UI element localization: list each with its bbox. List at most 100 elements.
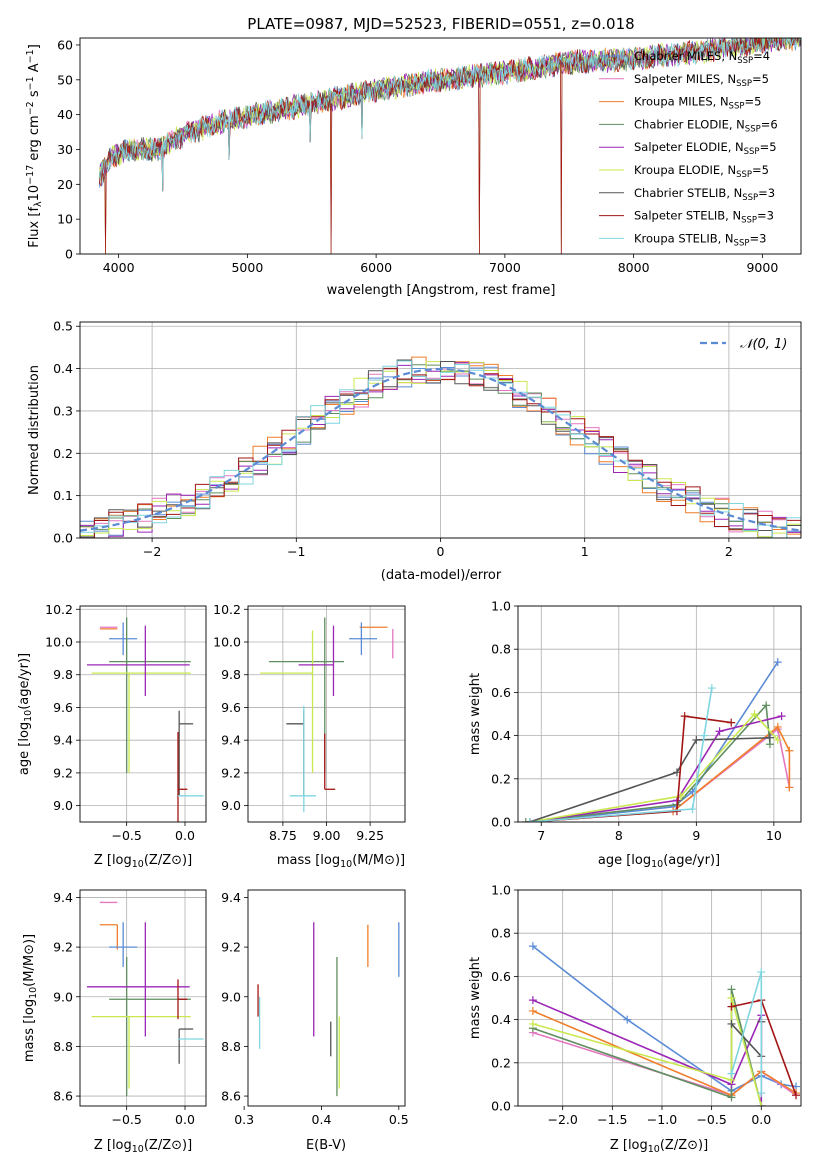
weight-vs-age-panel-marker-chabrier_elodie [521,818,530,822]
residuals-panel-xtick-label: 0 [437,544,445,559]
histogram-kroupa_stelib [80,360,801,538]
weight-vs-age-panel-marker-kroupa_miles [785,746,794,755]
mass-vs-Z-panel-frame [79,889,207,1107]
weight-vs-Z-panel-xtick-label: −0.5 [696,1112,726,1127]
legend-label-kroupa_elodie: Kroupa ELODIE, NSSP=5 [634,163,769,180]
legend-label-chabrier_miles: Chabrier MILES, NSSP=4 [634,49,770,66]
weight-vs-Z-panel-xtick-label: −1.5 [597,1112,627,1127]
weight-vs-age-panel-xtick-label: 8 [615,828,623,843]
age-vs-Z-panel-xtick-label: −0.5 [111,828,141,843]
age-vs-mass-panel-xtick-label: 9.25 [356,828,384,843]
weight-vs-Z-panel-marker-chabrier_stelib [727,1019,736,1028]
weight-vs-age-panel-marker-chabrier_elodie [762,701,771,710]
residuals-panel-ytick-label: 0.2 [53,446,73,461]
age-vs-mass-panel-ytick-label: 9.8 [221,667,241,682]
mass-vs-ebv-panel-ytick-label: 8.8 [221,1039,241,1054]
weight-vs-age-panel-marker-chabrier_miles [773,658,782,667]
weight-vs-Z-panel-ytick-label: 0.4 [491,1012,511,1027]
mass-vs-Z-panel-ytick-label: 8.8 [53,1039,73,1054]
weight-vs-Z-panel-grid [518,889,801,1107]
age-vs-mass-panel-ytick-label: 9.4 [221,733,241,748]
weight-vs-age-panel-marker-kroupa_elodie [773,735,782,744]
weight-vs-Z-panel-marker-kroupa_miles [528,1006,537,1015]
spectrum-ylabel: Flux [fλ10−17 erg cm−2 s−1 A−1] [25,44,44,248]
residuals-panel-ytick-label: 0.0 [53,531,73,546]
weight-vs-Z-panel-line-kroupa_miles [532,1010,797,1097]
weight-vs-Z-panel-plot [528,942,801,1106]
residuals-panel-plot [80,356,801,538]
weight-vs-age-panel-marker-kroupa_elodie [750,710,759,718]
age-vs-Z-xlabel: Z [log10(Z/Z⊙)] [94,853,192,870]
weight-vs-age-panel-xtick-label: 10 [766,828,782,843]
spectrum-title: PLATE=0987, MJD=52523, FIBERID=0551, z=0… [247,15,634,33]
weight-vs-age-panel-line-chabrier_elodie [525,703,771,822]
spectrum-panel-xtick-label: 6000 [360,260,392,275]
weight-vs-Z-panel-marker-chabrier_elodie [727,1093,736,1102]
age-vs-mass-panel-ytick-label: 9.0 [221,798,241,813]
weight-vs-Z-panel-marker-kroupa_elodie [528,1019,537,1028]
spectrum-xlabel: wavelength [Angstrom, rest frame] [327,283,556,298]
weight-vs-age-panel-line-chabrier_stelib [529,737,771,822]
weight-vs-Z-panel-ytick-label: 0.6 [491,969,511,984]
spectrum-panel-ytick-label: 40 [57,107,73,122]
histogram-salpeter_stelib [80,363,801,538]
age-vs-mass-xlabel: mass [log10(M/M⊙)] [277,853,405,870]
weight-vs-Z-panel-ytick-label: 0.2 [491,1055,511,1070]
mass-vs-Z-panel-xtick-label: 0.0 [175,1112,195,1127]
age-vs-mass-panel-ytick-label: 10.0 [213,635,241,650]
weight-vs-Z-panel-xtick-label: −1.0 [647,1112,677,1127]
weight-vs-age-panel-marker-salpeter_stelib [680,712,689,721]
mass-vs-ebv-xlabel: E(B-V) [306,1138,346,1153]
spectrum-line-salpeter_stelib [98,38,799,254]
weight-vs-age-panel-ytick-label: 0.8 [491,642,511,657]
age-vs-Z-panel-xtick-label: 0.0 [175,828,195,843]
age-vs-Z-panel-frame [79,605,207,823]
spectrum-panel-frame [79,37,802,255]
weight-vs-age-panel-ytick-label: 0.0 [491,815,511,830]
weight-vs-Z-panel-xtick-label: −2.0 [548,1112,578,1127]
weight-vs-Z-panel: −2.0 −1.5 −1.0 −0.5 0.0 0.0 0.2 0.4 0.6 0.8 1.0 [491,883,802,1127]
age-vs-Z-panel-plot [87,617,204,822]
legend-label-salpeter_miles: Salpeter MILES, NSSP=5 [634,72,769,89]
age-vs-mass-panel-xtick-label: 8.75 [269,828,297,843]
mass-vs-ebv-panel-ytick-label: 9.0 [221,989,241,1004]
spectrum-panel-ytick-label: 60 [57,37,73,52]
age-vs-mass-panel-ytick-label: 9.2 [221,765,241,780]
mass-vs-ebv-panel-ytick-label: 9.4 [221,890,241,905]
age-vs-Z-panel: −0.5 0.0 9.0 9.2 9.4 9.6 9.8 10.0 10.2 [45,602,207,843]
spectrum-panel-ytick-label: 20 [57,177,73,192]
weight-vs-age-panel-frame [517,605,802,823]
weight-vs-age-panel-marker-kroupa_miles [773,722,782,731]
weight-vs-Z-xlabel: Z [log10(Z/Z⊙)] [610,1138,708,1155]
mass-vs-ebv-panel: 0.3 0.4 0.5 8.6 8.8 9.0 9.2 9.4 [221,889,409,1127]
legend-label-salpeter_stelib: Salpeter STELIB, NSSP=3 [634,209,774,226]
weight-vs-Z-panel-marker-salpeter_stelib [727,1002,736,1011]
weight-vs-age-panel-line-salpeter_stelib [529,715,732,822]
weight-vs-age-panel-line-kroupa_stelib [529,687,713,822]
residuals-panel: 𝒩(0, 1) −2 −1 0 1 2 0.0 0.1 0.2 0.3 0.4 0.5 [53,319,802,559]
spectrum-panel-xtick-label: 9000 [746,260,778,275]
weight-vs-Z-panel-line-salpeter_stelib [731,999,797,1096]
weight-vs-age-panel-marker-kroupa_stelib [688,805,697,814]
residuals-panel-ytick-label: 0.4 [53,361,73,376]
mass-vs-ebv-panel-plot [257,922,400,1097]
spectrum-panel-xtick-label: 4000 [103,260,135,275]
mass-vs-Z-panel-grid [80,890,206,1106]
mass-vs-ebv-panel-xtick-label: 0.3 [234,1112,254,1127]
weight-vs-Z-panel-xtick-label: 0.0 [751,1112,771,1127]
mass-vs-ebv-panel-xtick-label: 0.5 [389,1112,409,1127]
weight-vs-age-panel-ytick-label: 1.0 [491,599,511,614]
age-vs-Z-panel-ytick-label: 9.6 [53,700,73,715]
weight-vs-age-panel-marker-kroupa_stelib [525,818,534,822]
legend-normal-label: 𝒩(0, 1) [740,337,787,352]
weight-vs-Z-panel-marker-chabrier_miles [528,942,537,951]
spectrum-panel-ytick-label: 30 [57,142,73,157]
weight-vs-age-panel-marker-chabrier_stelib [765,733,774,742]
mass-vs-Z-xlabel: Z [log10(Z/Z⊙)] [94,1138,192,1155]
weight-vs-Z-panel-marker-kroupa_stelib [757,1089,766,1098]
age-vs-mass-panel-ytick-label: 10.2 [213,602,241,617]
mass-vs-Z-panel-plot [87,901,204,1097]
normal-curve [80,367,801,532]
mass-vs-ebv-panel-ytick-label: 8.6 [221,1089,241,1104]
